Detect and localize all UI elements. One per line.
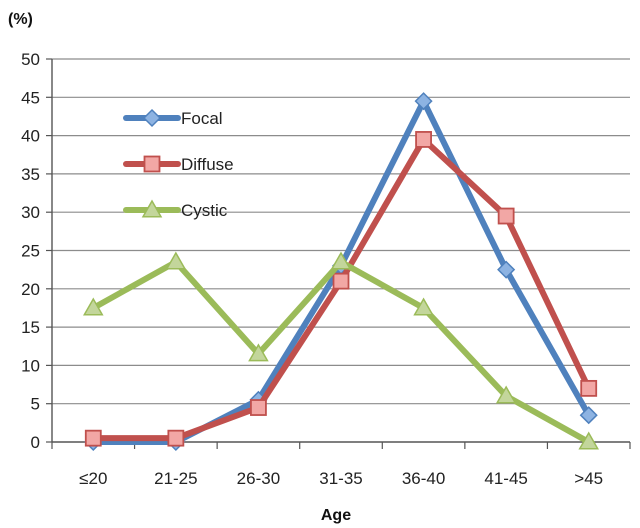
y-tick-label: 30 xyxy=(21,203,40,222)
series-cystic xyxy=(82,251,600,450)
legend-item-diffuse: Diffuse xyxy=(123,155,234,174)
data-point-marker xyxy=(578,431,600,450)
y-tick-label: 35 xyxy=(21,165,40,184)
data-point-marker xyxy=(415,131,432,148)
y-tick-label: 45 xyxy=(21,88,40,107)
data-point-marker xyxy=(332,272,350,290)
legend: Focal Diffuse Cystic xyxy=(123,108,234,220)
x-tick-label: 36-40 xyxy=(402,469,445,488)
data-point-marker xyxy=(497,207,515,225)
data-point-marker xyxy=(84,429,102,447)
legend-label: Cystic xyxy=(181,201,228,220)
data-point-marker xyxy=(580,379,598,397)
data-point-marker xyxy=(167,429,185,447)
y-tick-label: 5 xyxy=(31,395,40,414)
data-point-marker xyxy=(143,155,161,173)
y-tick-label: 25 xyxy=(21,242,40,261)
data-point-marker xyxy=(414,92,433,111)
x-tick-label: 26-30 xyxy=(237,469,280,488)
legend-label: Diffuse xyxy=(181,155,234,174)
data-point-marker xyxy=(495,385,517,404)
y-tick-label: 10 xyxy=(21,356,40,375)
x-tick-label: 41-45 xyxy=(484,469,527,488)
grid-lines xyxy=(52,58,630,405)
series-group xyxy=(82,92,600,452)
y-axis-ticks: 0 5 10 15 20 25 30 35 40 45 50 xyxy=(21,50,52,452)
y-tick-label: 50 xyxy=(21,50,40,69)
data-point-marker xyxy=(248,343,269,362)
x-tick-label: >45 xyxy=(574,469,603,488)
data-point-marker xyxy=(330,251,352,270)
y-tick-label: 40 xyxy=(21,127,40,146)
x-tick-label: 21-25 xyxy=(154,469,197,488)
data-point-marker xyxy=(497,260,516,279)
series-diffuse xyxy=(84,131,598,447)
x-axis-title: Age xyxy=(321,507,351,524)
y-tick-label: 0 xyxy=(31,433,40,452)
legend-item-focal: Focal xyxy=(123,108,223,128)
y-axis-label: (%) xyxy=(8,11,33,28)
data-point-marker xyxy=(413,297,434,316)
data-point-marker xyxy=(82,297,104,316)
y-tick-label: 15 xyxy=(21,318,40,337)
legend-item-cystic: Cystic xyxy=(123,199,228,220)
y-tick-label: 20 xyxy=(21,280,40,299)
legend-label: Focal xyxy=(181,109,223,128)
x-axis-ticks: ≤20 21-25 26-30 31-35 36-40 41-45 >45 xyxy=(51,442,631,488)
data-point-marker xyxy=(142,108,162,128)
x-tick-label: ≤20 xyxy=(79,469,107,488)
data-point-marker xyxy=(141,199,163,218)
data-point-marker xyxy=(579,406,598,425)
data-point-marker xyxy=(165,251,187,270)
x-tick-label: 31-35 xyxy=(319,469,362,488)
data-point-marker xyxy=(250,399,267,416)
